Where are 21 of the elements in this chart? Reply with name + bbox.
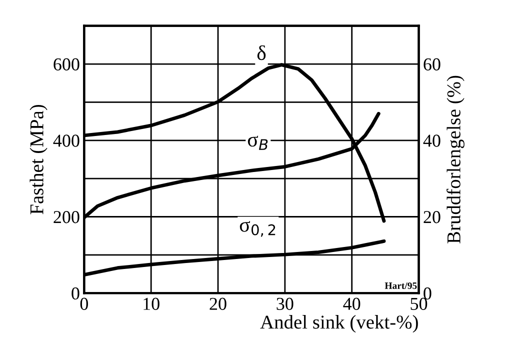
y-tick-label: 0 bbox=[72, 287, 80, 300]
y2-axis-title: Bruddforlengelse (%) bbox=[446, 76, 464, 244]
annotation: Hart/95 bbox=[384, 282, 417, 289]
x-tick-label: 30 bbox=[276, 298, 294, 310]
x-tick-label: 50 bbox=[410, 298, 428, 310]
x-tick-label: 10 bbox=[144, 298, 160, 310]
x-tick-label: 20 bbox=[210, 298, 226, 310]
y-tick-label: 200 bbox=[54, 211, 80, 224]
series-label: δ bbox=[257, 45, 266, 60]
y-axis-title: Fasthet (MPa) bbox=[30, 104, 48, 214]
x-axis-title: Andel sink (vekt-%) bbox=[260, 315, 418, 333]
series-label: σ$_{B}$ bbox=[248, 136, 268, 150]
y-tick-label: 600 bbox=[54, 58, 80, 70]
y2-tick-label: 60 bbox=[424, 58, 440, 70]
x-tick-label: 40 bbox=[343, 298, 360, 310]
y-tick-label: 400 bbox=[53, 134, 80, 147]
y2-tick-label: 20 bbox=[424, 211, 440, 224]
x-tick-label: 0 bbox=[80, 298, 88, 310]
series-label: σ$_{0,2}$ bbox=[240, 221, 276, 237]
y2-tick-label: 0 bbox=[424, 287, 432, 300]
y2-tick-label: 40 bbox=[423, 134, 440, 147]
